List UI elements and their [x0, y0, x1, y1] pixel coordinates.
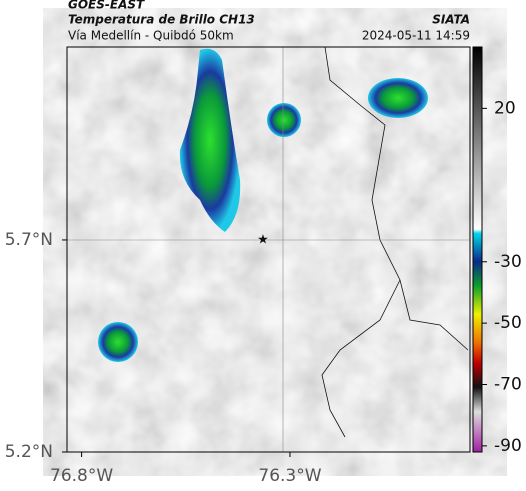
y-tick-label: 5.2°N: [5, 442, 53, 462]
product: Temperatura de Brillo CH13: [68, 13, 255, 27]
source: SIATA: [432, 13, 470, 27]
colorbar-tick-label: 20: [494, 98, 516, 118]
colorbar: [472, 46, 483, 453]
colorbar-tick-label: -70: [494, 375, 522, 395]
x-tick-label: 76.8°W: [50, 466, 113, 486]
timestamp: 2024-05-11 14:59: [362, 29, 470, 43]
y-tick-label: 5.7°N: [5, 230, 53, 250]
colorbar-tick-label: -90: [494, 436, 522, 456]
colorbar-tick-label: -30: [494, 252, 522, 272]
route: Vía Medellín - Quibdó 50km: [68, 29, 234, 43]
colorbar-tick-label: -50: [494, 313, 522, 333]
svg-text:★: ★: [257, 233, 269, 248]
x-tick-label: 76.3°W: [258, 466, 321, 486]
satellite: GOES-EAST: [68, 0, 145, 12]
map-imagery: ★: [66, 46, 471, 453]
